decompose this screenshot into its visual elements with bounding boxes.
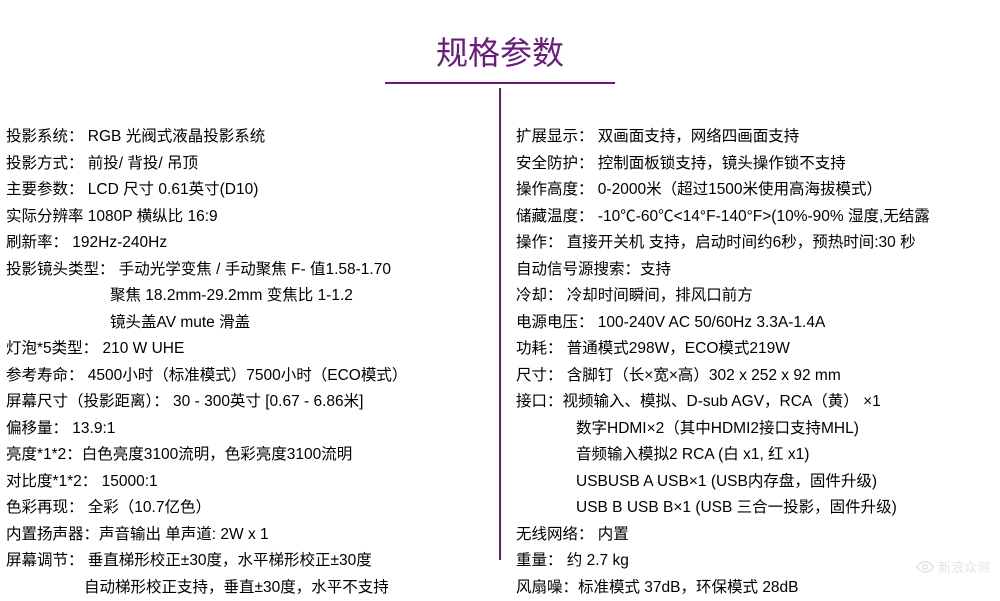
spec-row: USB B USB B×1 (USB 三合一投影，固件升级) bbox=[516, 495, 994, 522]
eye-icon bbox=[916, 558, 934, 576]
spec-row: 冷却： 冷却时间瞬间，排风口前方 bbox=[516, 283, 994, 310]
spec-row: 偏移量： 13.9:1 bbox=[6, 416, 494, 443]
spec-row: 实际分辨率 1080P 横纵比 16:9 bbox=[6, 204, 494, 231]
spec-row: 功耗： 普通模式298W，ECO模式219W bbox=[516, 336, 994, 363]
spec-row: 操作高度： 0-2000米（超过1500米使用高海拔模式） bbox=[516, 177, 994, 204]
spec-row: 投影方式： 前投/ 背投/ 吊顶 bbox=[6, 151, 494, 178]
spec-row: 投影镜头类型： 手动光学变焦 / 手动聚焦 F- 值1.58-1.70 bbox=[6, 257, 494, 284]
spec-row: 操作： 直接开关机 支持，启动时间约6秒，预热时间:30 秒 bbox=[516, 230, 994, 257]
spec-row: 聚焦 18.2mm-29.2mm 变焦比 1-1.2 bbox=[6, 283, 494, 310]
spec-row: 接口：视频输入、模拟、D-sub AGV，RCA（黄） ×1 bbox=[516, 389, 994, 416]
spec-row: 亮度*1*2：白色亮度3100流明，色彩亮度3100流明 bbox=[6, 442, 494, 469]
spec-row: 刷新率： 192Hz-240Hz bbox=[6, 230, 494, 257]
right-column: 扩展显示： 双画面支持，网络四画面支持 安全防护： 控制面板锁支持，镜头操作锁不… bbox=[500, 124, 994, 601]
watermark-text: 新浪众测 bbox=[938, 557, 990, 576]
spec-row: 参考寿命： 4500小时（标准模式）7500小时（ECO模式） bbox=[6, 363, 494, 390]
watermark: 新浪众测 bbox=[916, 557, 990, 576]
page-title: 规格参数 bbox=[0, 0, 1000, 82]
spec-row: 色彩再现： 全彩（10.7亿色） bbox=[6, 495, 494, 522]
spec-row: 内置扬声器：声音输出 单声道: 2W x 1 bbox=[6, 522, 494, 549]
spec-row: 镜头盖AV mute 滑盖 bbox=[6, 310, 494, 337]
spec-row: 风扇噪：标准模式 37dB，环保模式 28dB bbox=[516, 575, 994, 601]
spec-row: 扩展显示： 双画面支持，网络四画面支持 bbox=[516, 124, 994, 151]
spec-row: 无线网络： 内置 bbox=[516, 522, 994, 549]
spec-row: 主要参数： LCD 尺寸 0.61英寸(D10) bbox=[6, 177, 494, 204]
spec-row: 数字HDMI×2（其中HDMI2接口支持MHL) bbox=[516, 416, 994, 443]
spec-row: 自动梯形校正支持，垂直±30度，水平不支持 bbox=[6, 575, 494, 601]
spec-row: 安全防护： 控制面板锁支持，镜头操作锁不支持 bbox=[516, 151, 994, 178]
spec-row: 储藏温度： -10℃-60℃<14°F-140°F>(10%-90% 湿度,无结… bbox=[516, 204, 994, 231]
spec-row: 尺寸： 含脚钉（长×宽×高）302 x 252 x 92 mm bbox=[516, 363, 994, 390]
spec-row: 音频输入模拟2 RCA (白 x1, 红 x1) bbox=[516, 442, 994, 469]
spec-row: 屏幕尺寸（投影距离）： 30 - 300英寸 [0.67 - 6.86米] bbox=[6, 389, 494, 416]
spec-row: 电源电压： 100-240V AC 50/60Hz 3.3A-1.4A bbox=[516, 310, 994, 337]
spec-row: 自动信号源搜索：支持 bbox=[516, 257, 994, 284]
spec-row: 灯泡*5类型： 210 W UHE bbox=[6, 336, 494, 363]
spec-row: 屏幕调节： 垂直梯形校正±30度，水平梯形校正±30度 bbox=[6, 548, 494, 575]
spec-row: 投影系统： RGB 光阀式液晶投影系统 bbox=[6, 124, 494, 151]
spec-row: USBUSB A USB×1 (USB内存盘，固件升级) bbox=[516, 469, 994, 496]
vertical-divider bbox=[499, 88, 501, 560]
left-column: 投影系统： RGB 光阀式液晶投影系统 投影方式： 前投/ 背投/ 吊顶 主要参… bbox=[6, 124, 500, 601]
spec-row: 对比度*1*2： 15000:1 bbox=[6, 469, 494, 496]
